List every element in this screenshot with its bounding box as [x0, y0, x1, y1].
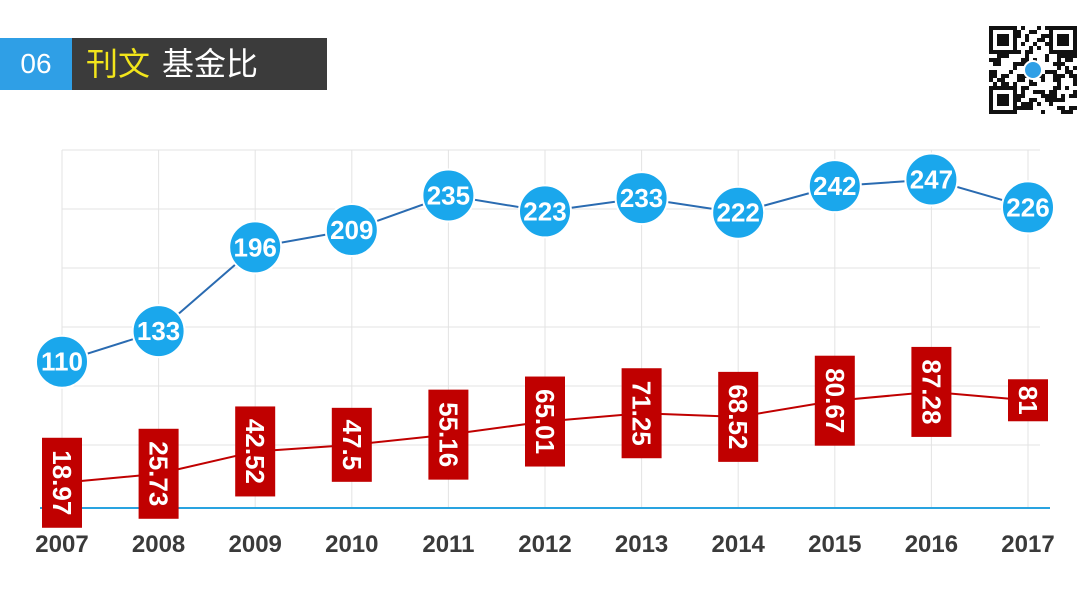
series-1-marker — [131, 304, 186, 359]
series-1-point: 110 — [35, 334, 89, 389]
series-2-marker — [42, 437, 82, 528]
series-1-marker — [711, 185, 766, 240]
series-2-point: 71.25 — [621, 368, 662, 459]
x-tick-label: 2011 — [422, 531, 474, 558]
series-2-point: 42.52 — [235, 406, 276, 497]
series-2-marker — [814, 355, 855, 446]
series-1-marker — [614, 171, 669, 226]
series-1-point: 226 — [1001, 180, 1055, 235]
series-2-marker — [911, 346, 952, 437]
title-highlight: 刊文 — [86, 46, 151, 82]
series-2-data-label: 87.28 — [916, 359, 946, 424]
series-2-marker — [621, 368, 662, 459]
x-tick-label: 2008 — [132, 531, 185, 558]
series-1-marker — [807, 159, 862, 214]
line-chart: 2007 2008 2009 2010 2011 2012 2013 2014 2015 2016… — [35, 149, 1055, 558]
x-tick-label: 2013 — [615, 531, 668, 558]
series-1-data-label: 209 — [330, 215, 373, 245]
series-1-marker — [35, 334, 89, 389]
series-2-marker — [1008, 379, 1048, 422]
series-2-point: 55.16 — [428, 389, 469, 480]
series-2-point: 80.67 — [814, 355, 855, 446]
series-1-data-label: 226 — [1006, 192, 1049, 222]
series-1-point: 223 — [518, 184, 572, 239]
series-1-point: 209 — [324, 203, 379, 258]
series-1-marker — [518, 184, 572, 239]
series-2-marker — [525, 376, 565, 467]
series-2-point: 65.01 — [525, 376, 565, 467]
x-tick-label: 2015 — [808, 531, 861, 558]
series-2-point: 87.28 — [911, 346, 952, 437]
series-1-marker — [324, 203, 379, 258]
x-tick-label: 2007 — [35, 531, 88, 558]
series-2-data-label: 68.52 — [723, 384, 753, 449]
series-1-marker — [421, 168, 476, 223]
series-2-point: 25.73 — [138, 428, 179, 519]
series-1-data-label: 235 — [427, 180, 470, 210]
series-1-point: 233 — [614, 171, 669, 226]
series-2-point: 18.97 — [42, 437, 82, 528]
series-2-data-label: 81 — [1013, 386, 1043, 415]
series-2-marker — [138, 428, 179, 519]
series-2-data-label: 42.52 — [240, 419, 270, 484]
series-1-point: 222 — [711, 185, 766, 240]
x-tick-label: 2016 — [905, 531, 958, 558]
x-tick-label: 2014 — [712, 531, 766, 558]
series-2-data-label: 71.25 — [627, 381, 657, 446]
series-1-marker — [228, 220, 283, 275]
series-1-data-label: 133 — [137, 316, 180, 346]
series-1-marker — [1001, 180, 1055, 235]
qr-code-icon — [985, 22, 1080, 117]
section-number: 06 — [0, 38, 72, 90]
series-1-data-label: 247 — [910, 164, 953, 194]
series-2-data-label: 25.73 — [144, 441, 174, 506]
series-1-data-label: 222 — [717, 198, 760, 228]
page-title: 刊文 基金比 — [72, 38, 327, 90]
series-2-point: 81 — [1008, 379, 1048, 422]
x-tick-label: 2010 — [325, 531, 378, 558]
series-1-data-label: 233 — [620, 183, 663, 213]
series-1-data-label: 242 — [813, 171, 856, 201]
series-2-point: 68.52 — [718, 371, 759, 462]
series-2-data-label: 47.5 — [337, 420, 367, 471]
series-1-marker — [904, 152, 959, 207]
series-1-point: 196 — [228, 220, 283, 275]
series-2-data-label: 18.97 — [47, 450, 77, 515]
series-1-point: 235 — [421, 168, 476, 223]
series-1-point: 133 — [131, 304, 186, 359]
series-1-data-label: 196 — [234, 232, 277, 262]
title-rest: 基金比 — [162, 46, 259, 82]
series-2-marker — [331, 407, 372, 482]
series-2-marker — [718, 371, 759, 462]
series-2-data-label: 55.16 — [433, 402, 463, 467]
series-1-data-label: 110 — [41, 347, 83, 377]
x-tick-label: 2009 — [229, 531, 282, 558]
x-tick-label: 2017 — [1001, 531, 1054, 558]
series-1-data-label: 223 — [523, 196, 566, 226]
series-2-data-label: 65.01 — [530, 389, 560, 454]
series-1-point: 247 — [904, 152, 959, 207]
series-2-marker — [235, 406, 276, 497]
series-2-marker — [428, 389, 469, 480]
series-1-point: 242 — [807, 159, 862, 214]
header: 06 刊文 基金比 — [0, 38, 330, 90]
series-2-point: 47.5 — [331, 407, 372, 482]
x-tick-label: 2012 — [518, 531, 571, 558]
series-2-data-label: 80.67 — [820, 368, 850, 433]
